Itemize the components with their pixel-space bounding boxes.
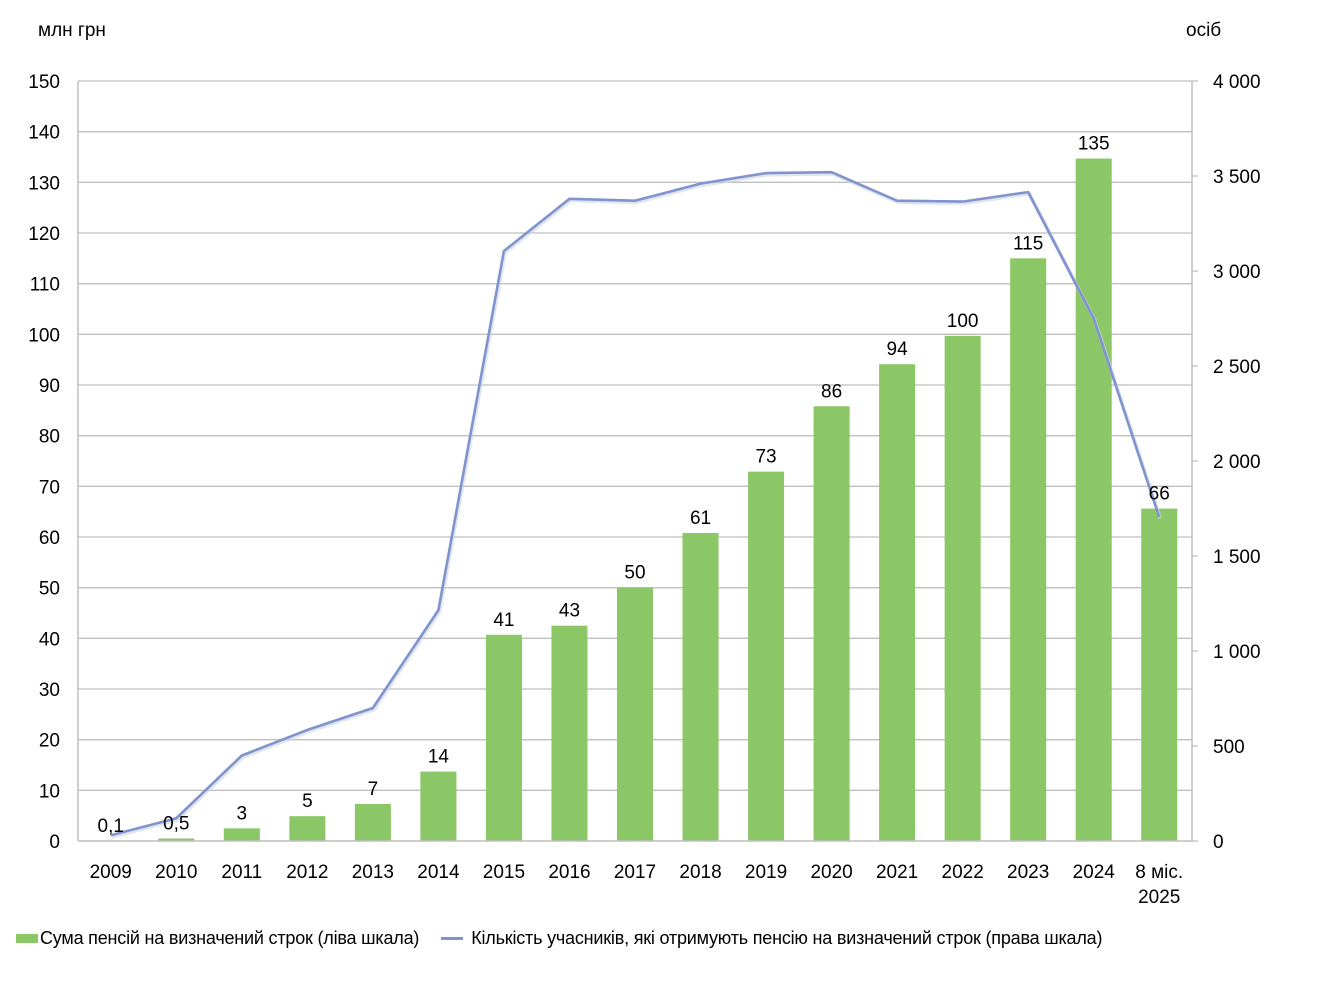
label-layer: 0102030405060708090100110120130140150050… bbox=[28, 72, 1260, 908]
left-tick-label: 150 bbox=[28, 72, 60, 93]
legend-bar-swatch-icon bbox=[16, 934, 38, 943]
bar bbox=[1010, 258, 1047, 841]
bar-data-label: 135 bbox=[1078, 134, 1110, 155]
bar-data-label: 86 bbox=[821, 381, 842, 402]
bar bbox=[223, 828, 260, 841]
x-tick-label: 2015 bbox=[483, 862, 525, 883]
bar bbox=[420, 771, 457, 841]
left-tick-label: 90 bbox=[39, 376, 60, 397]
x-tick-label: 2009 bbox=[90, 862, 132, 883]
legend-line-label: Кількість учасників, які отримують пенсі… bbox=[471, 928, 1103, 948]
bar bbox=[682, 532, 719, 841]
x-tick-label: 8 міс. bbox=[1135, 862, 1183, 883]
bar-data-label: 5 bbox=[302, 791, 313, 812]
left-tick-label: 60 bbox=[39, 528, 60, 549]
line-series-shadow bbox=[111, 171, 1163, 839]
bar-data-label: 14 bbox=[428, 747, 450, 768]
left-tick-label: 40 bbox=[39, 629, 60, 650]
bar bbox=[1075, 158, 1112, 841]
right-tick-label: 3 000 bbox=[1213, 262, 1261, 283]
bar bbox=[813, 406, 850, 841]
bar-data-label: 3 bbox=[237, 803, 248, 824]
left-tick-label: 140 bbox=[28, 123, 60, 144]
bar-data-label: 0,1 bbox=[98, 816, 124, 837]
bar-data-label: 66 bbox=[1149, 484, 1170, 505]
bar bbox=[616, 587, 654, 841]
x-tick-label: 2018 bbox=[679, 862, 721, 883]
legend-bar-label: Сума пенсій на визначений строк (ліва шк… bbox=[40, 928, 420, 948]
bar-data-label: 100 bbox=[947, 311, 979, 332]
bar bbox=[485, 634, 522, 841]
x-tick-label: 2020 bbox=[810, 862, 852, 883]
bar-data-label: 41 bbox=[493, 610, 514, 631]
left-tick-label: 20 bbox=[39, 731, 60, 752]
bar-data-label: 43 bbox=[559, 601, 580, 622]
left-tick-label: 80 bbox=[39, 427, 60, 448]
x-tick-label: 2021 bbox=[876, 862, 918, 883]
bar bbox=[748, 471, 785, 841]
x-tick-label: 2017 bbox=[614, 862, 656, 883]
legend-line-swatch-icon bbox=[441, 937, 464, 940]
left-axis-unit: млн грн bbox=[38, 20, 106, 41]
x-tick-label: 2014 bbox=[417, 862, 460, 883]
x-tick-label: 2025 bbox=[1138, 887, 1180, 908]
right-tick-label: 0 bbox=[1213, 832, 1224, 853]
bar-data-label: 50 bbox=[624, 563, 645, 584]
bar-data-label: 115 bbox=[1013, 233, 1043, 254]
left-tick-label: 0 bbox=[49, 832, 60, 853]
x-tick-label: 2022 bbox=[942, 862, 984, 883]
left-tick-label: 70 bbox=[39, 477, 60, 498]
left-tick-label: 120 bbox=[28, 224, 60, 245]
right-tick-label: 1 000 bbox=[1213, 642, 1261, 663]
grid-layer bbox=[78, 80, 1192, 791]
bar bbox=[354, 804, 391, 841]
left-tick-label: 30 bbox=[39, 680, 60, 701]
chart-canvas: 0102030405060708090100110120130140150050… bbox=[28, 72, 1260, 908]
bar bbox=[1141, 508, 1178, 841]
x-tick-label: 2011 bbox=[221, 862, 262, 883]
x-tick-label: 2019 bbox=[745, 862, 787, 883]
x-tick-label: 2023 bbox=[1007, 862, 1049, 883]
bar bbox=[944, 335, 981, 841]
bar-data-label: 94 bbox=[887, 339, 909, 360]
bar-data-label: 7 bbox=[368, 779, 379, 800]
right-tick-label: 2 500 bbox=[1213, 357, 1261, 378]
left-tick-label: 10 bbox=[39, 781, 60, 802]
x-tick-label: 2024 bbox=[1073, 862, 1116, 883]
x-tick-label: 2013 bbox=[352, 862, 394, 883]
bar bbox=[551, 625, 588, 841]
left-tick-label: 50 bbox=[39, 579, 60, 600]
left-tick-label: 110 bbox=[30, 275, 60, 296]
bar-data-label: 0,5 bbox=[163, 813, 189, 834]
legend: Сума пенсій на визначений строк (ліва шк… bbox=[16, 928, 1102, 949]
left-tick-label: 100 bbox=[28, 325, 60, 346]
axis-layer bbox=[77, 80, 1198, 842]
bar bbox=[289, 816, 326, 841]
bar-data-label: 61 bbox=[690, 508, 711, 529]
right-tick-label: 3 500 bbox=[1213, 167, 1261, 188]
right-tick-label: 4 000 bbox=[1213, 72, 1261, 93]
right-tick-label: 500 bbox=[1213, 737, 1245, 758]
bar bbox=[879, 364, 916, 841]
x-tick-label: 2012 bbox=[286, 862, 328, 883]
right-tick-label: 1 500 bbox=[1213, 547, 1261, 568]
x-tick-label: 2016 bbox=[548, 862, 590, 883]
left-tick-label: 130 bbox=[28, 173, 60, 194]
right-tick-label: 2 000 bbox=[1213, 452, 1261, 473]
bar-data-label: 73 bbox=[755, 447, 776, 468]
right-axis-unit: осіб bbox=[1186, 20, 1222, 41]
x-tick-label: 2010 bbox=[155, 862, 197, 883]
bar-layer bbox=[92, 158, 1178, 841]
line-layer bbox=[110, 170, 1163, 839]
bar bbox=[158, 838, 195, 841]
